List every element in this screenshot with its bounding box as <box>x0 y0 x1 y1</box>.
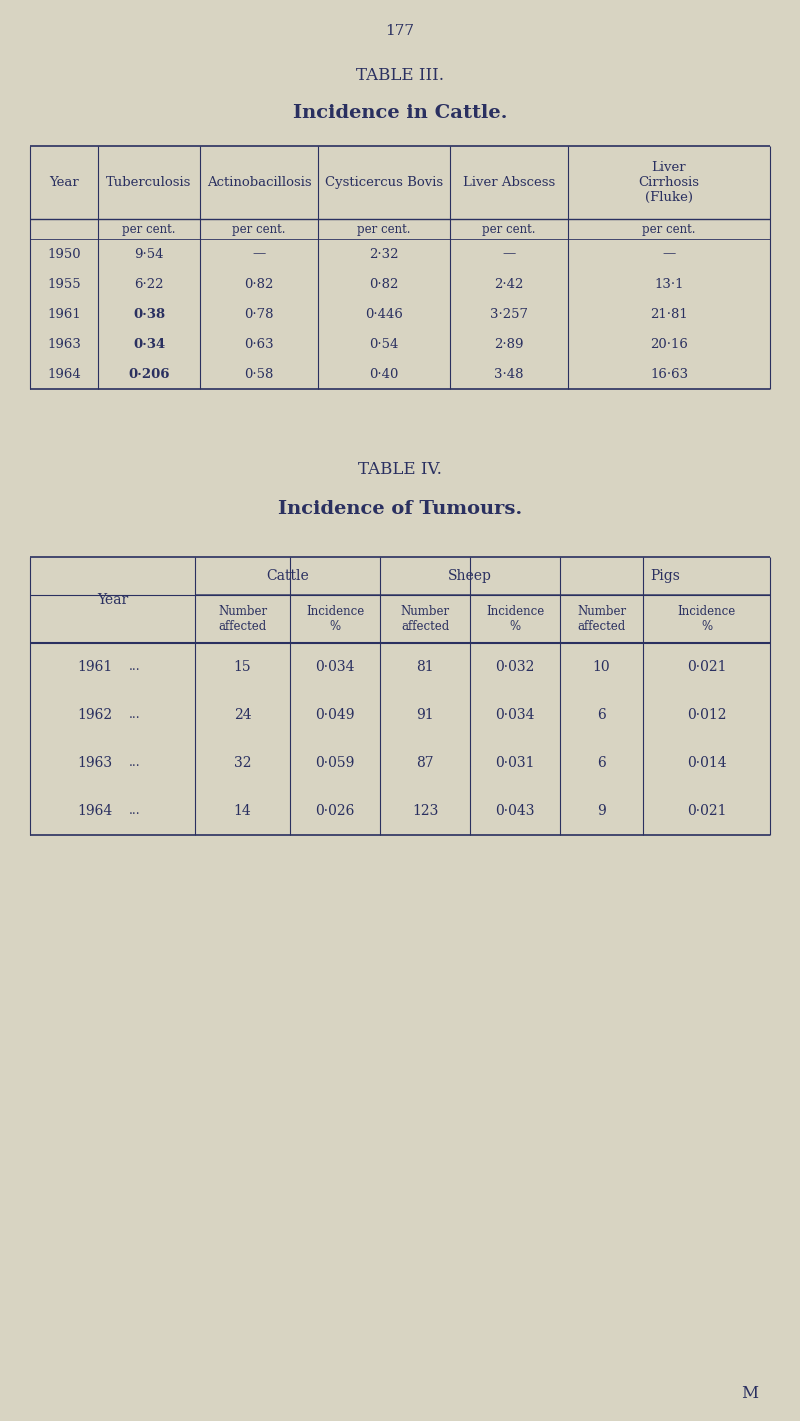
Text: ...: ... <box>129 661 140 674</box>
Text: 1963: 1963 <box>47 338 81 351</box>
Text: 1964: 1964 <box>47 368 81 381</box>
Text: 0·032: 0·032 <box>495 659 534 674</box>
Text: 9: 9 <box>597 804 606 818</box>
Text: Pigs: Pigs <box>650 568 680 583</box>
Text: 0·38: 0·38 <box>133 307 165 321</box>
Text: per cent.: per cent. <box>122 223 176 236</box>
Text: 1964: 1964 <box>77 804 112 818</box>
Text: 0·034: 0·034 <box>495 708 534 722</box>
Text: 1961: 1961 <box>77 659 112 674</box>
Text: 16·63: 16·63 <box>650 368 688 381</box>
Text: Incidence
%: Incidence % <box>306 605 364 632</box>
Text: Incidence in Cattle.: Incidence in Cattle. <box>293 104 507 122</box>
Text: Tuberculosis: Tuberculosis <box>106 176 192 189</box>
Text: 2·42: 2·42 <box>494 277 524 290</box>
Text: 0·54: 0·54 <box>370 338 398 351</box>
Text: 10: 10 <box>593 659 610 674</box>
Text: Incidence of Tumours.: Incidence of Tumours. <box>278 500 522 519</box>
Text: 0·63: 0·63 <box>244 338 274 351</box>
Text: 87: 87 <box>416 756 434 770</box>
Text: 177: 177 <box>386 24 414 38</box>
Text: Actinobacillosis: Actinobacillosis <box>206 176 311 189</box>
Text: 3·257: 3·257 <box>490 307 528 321</box>
Text: 0·021: 0·021 <box>686 804 726 818</box>
Text: ...: ... <box>129 756 140 770</box>
Text: TABLE III.: TABLE III. <box>356 68 444 84</box>
Text: 0·34: 0·34 <box>133 338 165 351</box>
Text: 0·026: 0·026 <box>315 804 354 818</box>
Text: ...: ... <box>129 804 140 817</box>
Text: 3·48: 3·48 <box>494 368 524 381</box>
Text: 91: 91 <box>416 708 434 722</box>
Text: 0·031: 0·031 <box>495 756 534 770</box>
Text: Incidence
%: Incidence % <box>678 605 736 632</box>
Text: per cent.: per cent. <box>642 223 696 236</box>
Text: 2·89: 2·89 <box>494 338 524 351</box>
Text: 81: 81 <box>416 659 434 674</box>
Text: 24: 24 <box>234 708 251 722</box>
Text: Year: Year <box>97 593 128 607</box>
Text: 0·82: 0·82 <box>244 277 274 290</box>
Text: 0·049: 0·049 <box>315 708 354 722</box>
Text: 20·16: 20·16 <box>650 338 688 351</box>
Text: 0·82: 0·82 <box>370 277 398 290</box>
Text: 0·40: 0·40 <box>370 368 398 381</box>
Text: 0·012: 0·012 <box>686 708 726 722</box>
Text: 0·034: 0·034 <box>315 659 354 674</box>
Text: 32: 32 <box>234 756 251 770</box>
Text: M: M <box>742 1384 758 1401</box>
Text: 13·1: 13·1 <box>654 277 684 290</box>
Text: 6: 6 <box>597 708 606 722</box>
Text: 0·206: 0·206 <box>128 368 170 381</box>
Text: 123: 123 <box>412 804 438 818</box>
Text: 1962: 1962 <box>77 708 112 722</box>
Text: 9·54: 9·54 <box>134 247 164 260</box>
Text: per cent.: per cent. <box>482 223 536 236</box>
Text: 14: 14 <box>234 804 251 818</box>
Text: 2·32: 2·32 <box>370 247 398 260</box>
Text: per cent.: per cent. <box>232 223 286 236</box>
Text: 15: 15 <box>234 659 251 674</box>
Text: 1963: 1963 <box>77 756 112 770</box>
Text: 0·58: 0·58 <box>244 368 274 381</box>
Text: Year: Year <box>49 176 79 189</box>
Text: Number
affected: Number affected <box>401 605 450 632</box>
Text: Number
affected: Number affected <box>577 605 626 632</box>
Text: per cent.: per cent. <box>358 223 410 236</box>
Text: Liver Abscess: Liver Abscess <box>463 176 555 189</box>
Text: Cysticercus Bovis: Cysticercus Bovis <box>325 176 443 189</box>
Text: 0·446: 0·446 <box>365 307 403 321</box>
Text: Sheep: Sheep <box>448 568 492 583</box>
Text: Cattle: Cattle <box>266 568 309 583</box>
Text: 0·021: 0·021 <box>686 659 726 674</box>
Text: Incidence
%: Incidence % <box>486 605 544 632</box>
Text: 0·78: 0·78 <box>244 307 274 321</box>
Text: —: — <box>502 247 516 260</box>
Text: 0·043: 0·043 <box>495 804 534 818</box>
Text: ...: ... <box>129 709 140 722</box>
Text: Liver
Cirrhosis
(Fluke): Liver Cirrhosis (Fluke) <box>638 161 699 205</box>
Text: 6: 6 <box>597 756 606 770</box>
Text: 1950: 1950 <box>47 247 81 260</box>
Text: Number
affected: Number affected <box>218 605 267 632</box>
Text: —: — <box>252 247 266 260</box>
Text: 1955: 1955 <box>47 277 81 290</box>
Text: 1961: 1961 <box>47 307 81 321</box>
Text: 6·22: 6·22 <box>134 277 164 290</box>
Text: —: — <box>662 247 676 260</box>
Text: 0·014: 0·014 <box>686 756 726 770</box>
Text: 0·059: 0·059 <box>315 756 354 770</box>
Text: 21·81: 21·81 <box>650 307 688 321</box>
Text: TABLE IV.: TABLE IV. <box>358 460 442 477</box>
